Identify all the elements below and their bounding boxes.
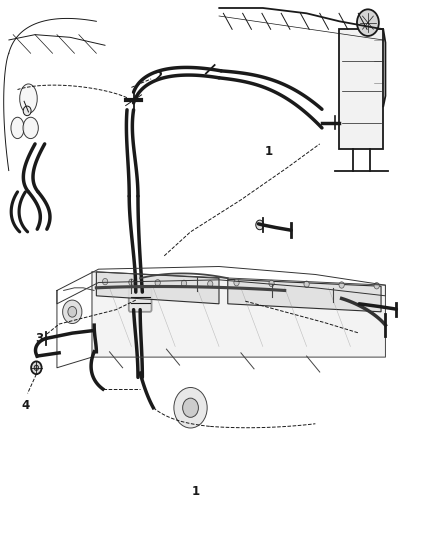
Text: 4: 4 — [21, 399, 29, 411]
Text: 3: 3 — [35, 332, 43, 345]
Circle shape — [374, 282, 379, 289]
Text: 1: 1 — [192, 485, 200, 498]
Circle shape — [181, 280, 187, 287]
Circle shape — [174, 387, 207, 428]
Polygon shape — [96, 272, 219, 304]
Circle shape — [269, 280, 274, 287]
Text: 2: 2 — [154, 70, 162, 83]
Text: 1: 1 — [265, 146, 273, 158]
Circle shape — [304, 281, 309, 287]
Bar — [339, 29, 383, 149]
Circle shape — [23, 106, 31, 116]
Circle shape — [339, 282, 344, 288]
Circle shape — [155, 280, 160, 286]
Ellipse shape — [20, 84, 37, 114]
Circle shape — [34, 365, 39, 370]
Circle shape — [129, 279, 134, 285]
Ellipse shape — [23, 117, 39, 139]
Polygon shape — [228, 279, 381, 312]
Circle shape — [256, 220, 264, 230]
Circle shape — [208, 281, 213, 287]
Circle shape — [68, 306, 77, 317]
Ellipse shape — [11, 117, 24, 139]
Circle shape — [102, 278, 108, 285]
Polygon shape — [92, 272, 385, 357]
Circle shape — [357, 9, 379, 36]
Circle shape — [63, 300, 82, 324]
Circle shape — [234, 279, 239, 286]
FancyBboxPatch shape — [129, 288, 152, 312]
Circle shape — [31, 361, 42, 374]
Circle shape — [183, 398, 198, 417]
